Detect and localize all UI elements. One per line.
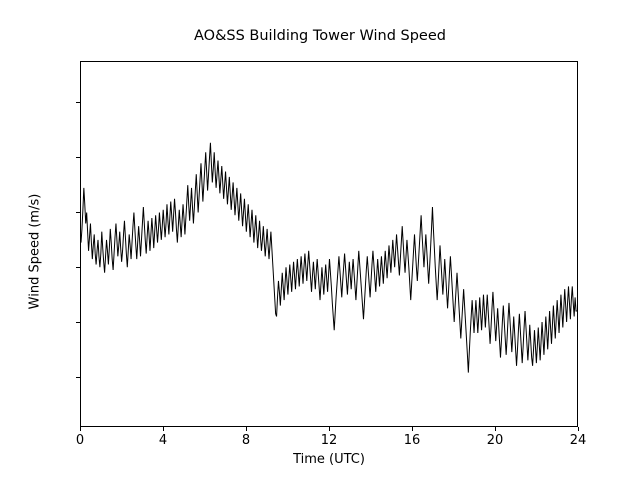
x-tick-mark: [79, 427, 81, 431]
x-tick-mark: [328, 427, 330, 431]
x-tick-label: 4: [158, 433, 168, 448]
x-tick-label: 16: [403, 433, 421, 448]
chart-title-line1: AO&SS Building Tower Wind Speed: [194, 28, 446, 44]
y-tick-mark: [76, 376, 80, 379]
wind-speed-series: [81, 62, 577, 426]
x-tick-mark: [494, 427, 496, 431]
x-tick-mark: [162, 427, 164, 431]
y-axis-label: Wind Speed (m/s): [27, 193, 43, 310]
x-tick-label: 12: [320, 433, 338, 448]
y-tick-mark: [76, 211, 80, 213]
x-tick-label: 0: [75, 433, 85, 448]
wind-speed-line: [81, 143, 577, 373]
x-tick-label: 24: [569, 433, 587, 448]
x-tick-mark: [577, 427, 579, 431]
plot-area: [80, 61, 578, 427]
y-tick-mark: [76, 266, 80, 268]
x-tick-mark: [245, 427, 247, 431]
x-tick-label: 8: [241, 433, 251, 448]
x-tick-label: 20: [486, 433, 504, 448]
y-tick-mark: [76, 101, 80, 103]
y-tick-mark: [76, 156, 80, 158]
x-axis-label: Time (UTC): [293, 452, 365, 467]
x-tick-mark: [411, 427, 413, 431]
y-tick-mark: [76, 321, 80, 324]
